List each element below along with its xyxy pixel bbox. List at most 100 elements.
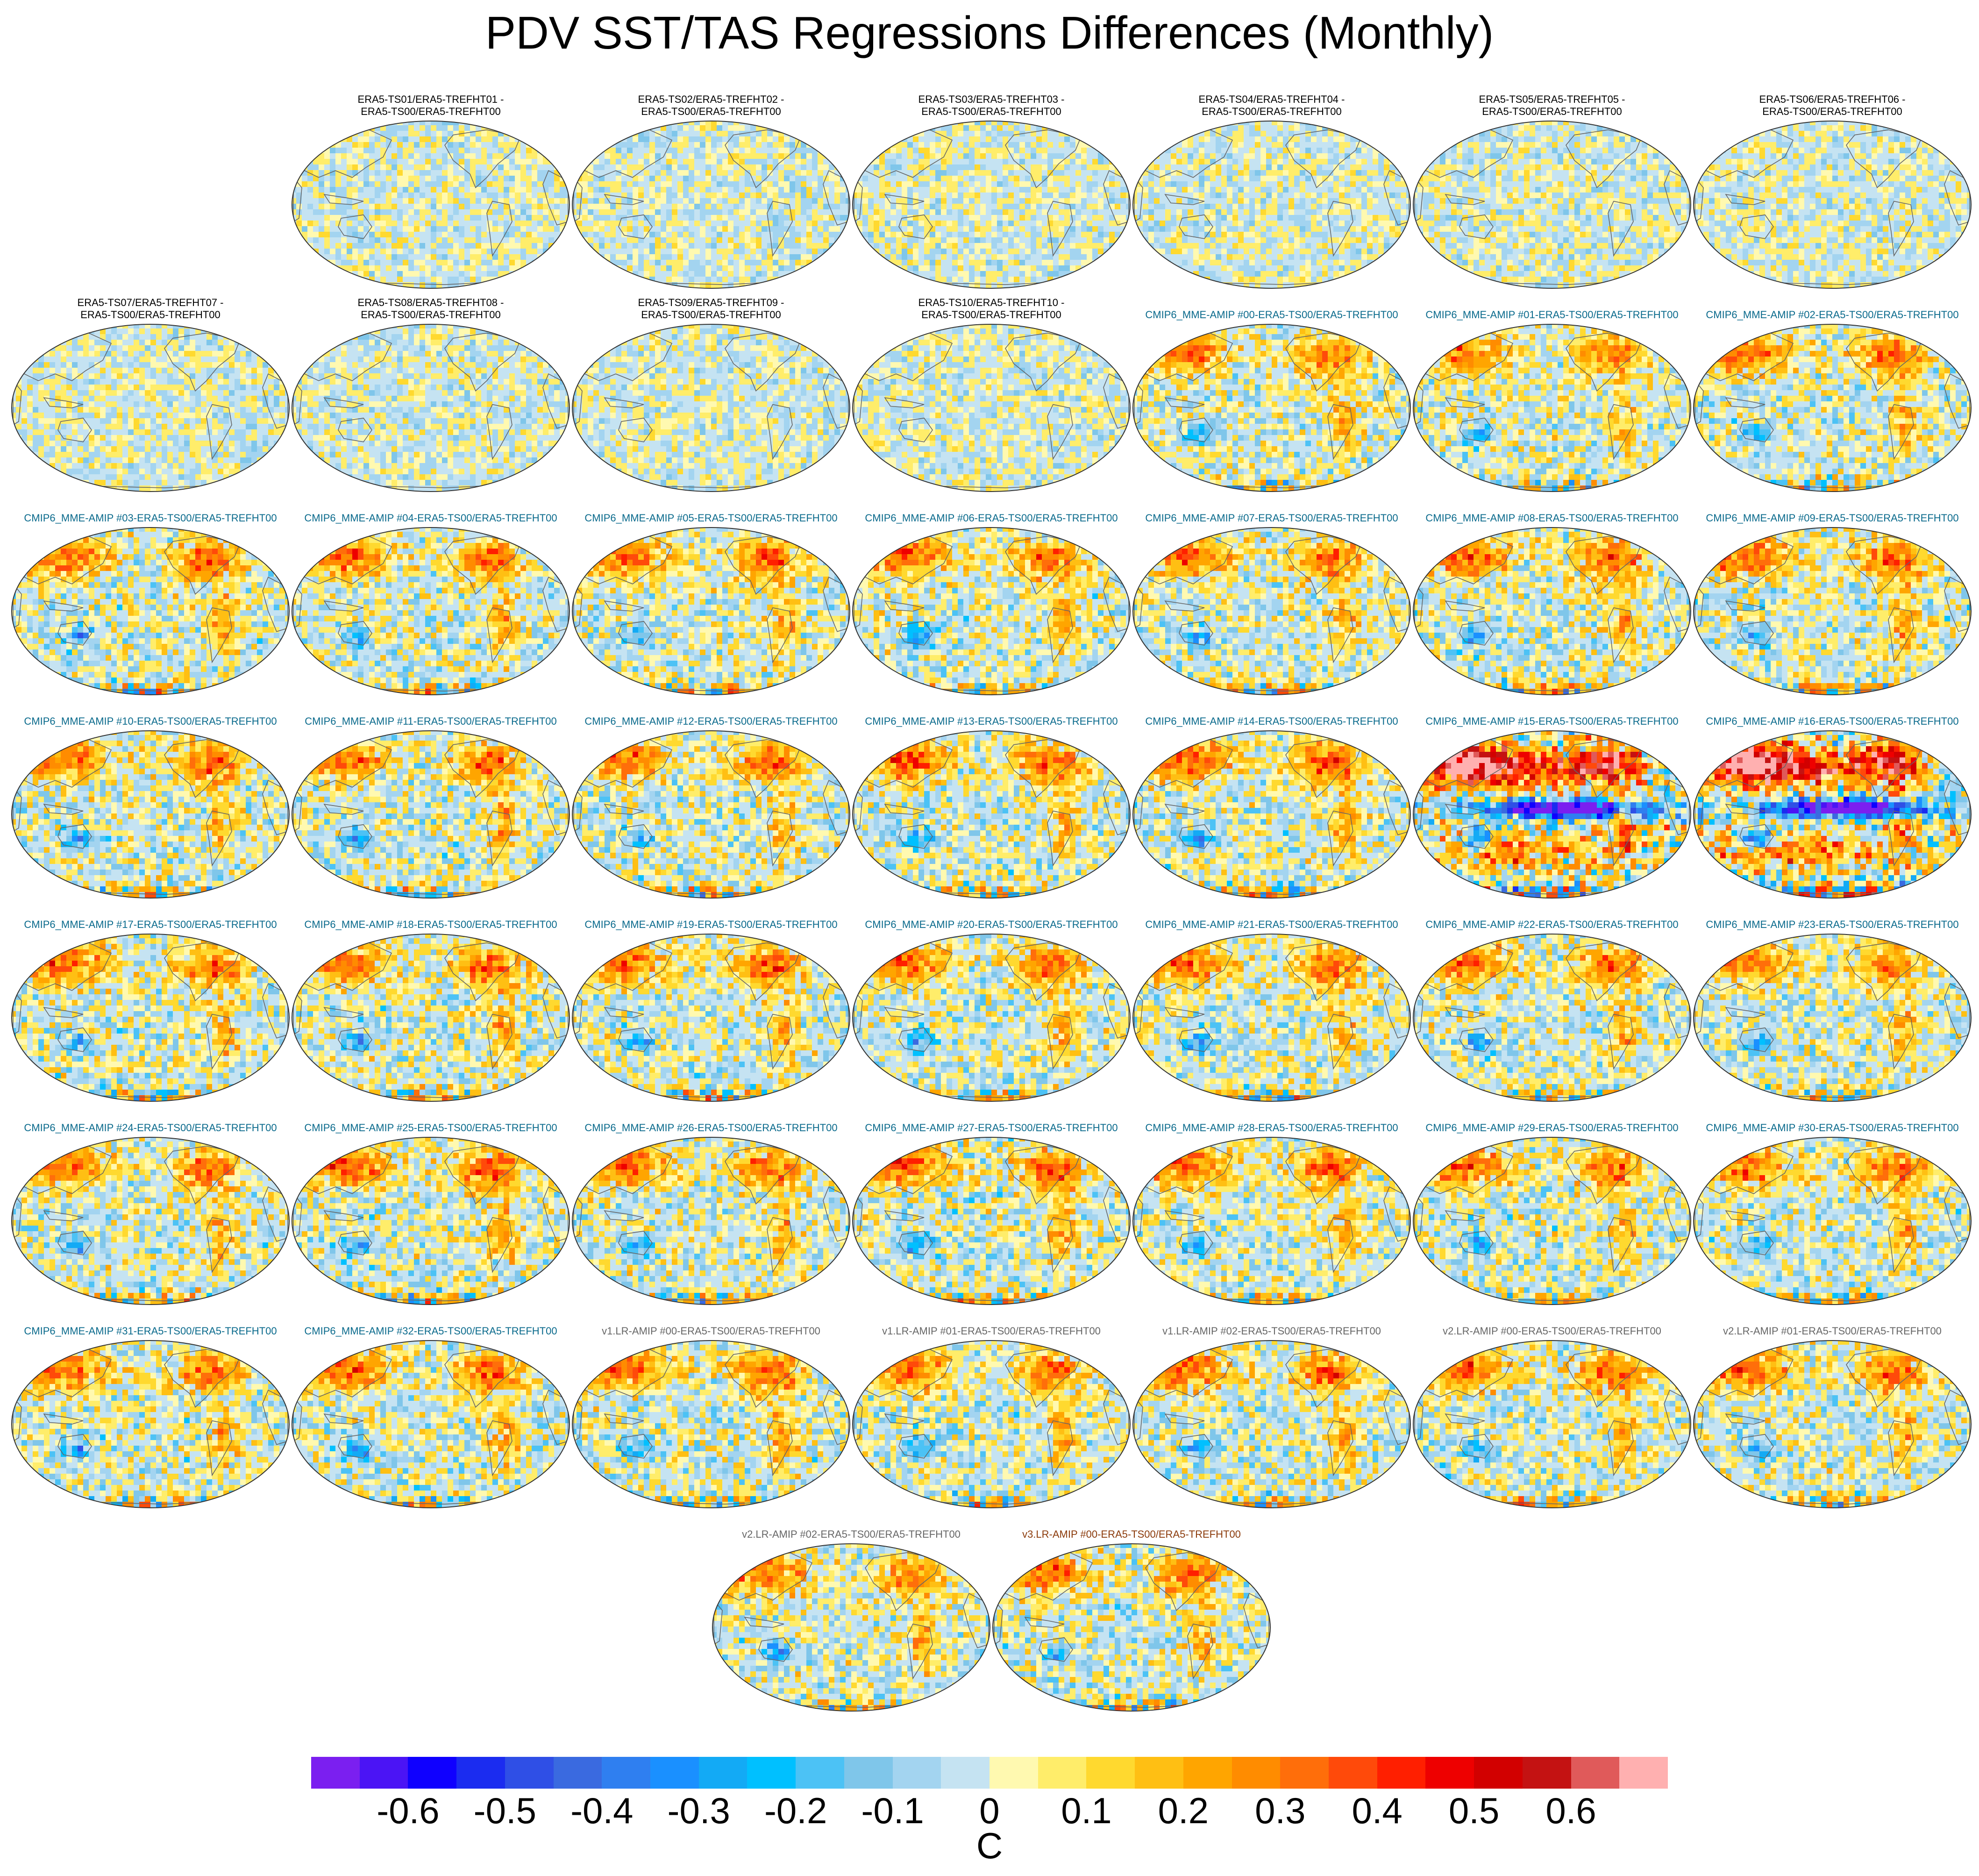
world-map bbox=[1412, 323, 1692, 493]
world-map bbox=[10, 1136, 291, 1306]
panel-title: CMIP6_MME-AMIP #21-ERA5-TS00/ERA5-TREFHT… bbox=[1127, 902, 1417, 931]
panel-title: CMIP6_MME-AMIP #23-ERA5-TS00/ERA5-TREFHT… bbox=[1687, 902, 1977, 931]
panel-title: CMIP6_MME-AMIP #04-ERA5-TS00/ERA5-TREFHT… bbox=[286, 495, 576, 524]
world-map bbox=[10, 323, 291, 493]
colorbar-tick-label: -0.1 bbox=[846, 1790, 940, 1832]
map-panel: CMIP6_MME-AMIP #18-ERA5-TS00/ERA5-TREFHT… bbox=[291, 902, 571, 1103]
panel-title: v2.LR-AMIP #01-ERA5-TS00/ERA5-TREFHT00 bbox=[1687, 1308, 1977, 1337]
world-map bbox=[1412, 120, 1692, 290]
coastline bbox=[1642, 127, 1659, 142]
coastline bbox=[801, 533, 818, 549]
panel-title: v1.LR-AMIP #01-ERA5-TS00/ERA5-TREFHT00 bbox=[847, 1308, 1136, 1337]
coastline bbox=[520, 533, 537, 549]
map-panel: ERA5-TS02/ERA5-TREFHT02 - ERA5-TS00/ERA5-… bbox=[571, 89, 851, 290]
panel-title-line: ERA5-TS00/ERA5-TREFHT00 bbox=[1482, 106, 1622, 118]
world-map bbox=[571, 526, 851, 696]
colorbar-swatch bbox=[456, 1757, 505, 1789]
coastline bbox=[520, 127, 537, 142]
world-map bbox=[1132, 323, 1412, 493]
panel-title-line: ERA5-TS04/ERA5-TREFHT04 - bbox=[1199, 93, 1345, 106]
panel-title-line: CMIP6_MME-AMIP #25-ERA5-TS00/ERA5-TREFHT… bbox=[304, 1122, 557, 1134]
world-map bbox=[851, 1339, 1132, 1509]
coastline bbox=[1642, 533, 1659, 549]
map-panel: CMIP6_MME-AMIP #15-ERA5-TS00/ERA5-TREFHT… bbox=[1412, 699, 1692, 899]
coastline bbox=[240, 736, 257, 752]
map-panel: CMIP6_MME-AMIP #31-ERA5-TS00/ERA5-TREFHT… bbox=[10, 1308, 291, 1509]
map-panel: CMIP6_MME-AMIP #21-ERA5-TS00/ERA5-TREFHT… bbox=[1132, 902, 1412, 1103]
panel-title-line: ERA5-TS09/ERA5-TREFHT09 - bbox=[638, 297, 784, 309]
map-panel: CMIP6_MME-AMIP #23-ERA5-TS00/ERA5-TREFHT… bbox=[1692, 902, 1972, 1103]
map-panel: CMIP6_MME-AMIP #22-ERA5-TS00/ERA5-TREFHT… bbox=[1412, 902, 1692, 1103]
panel-title: ERA5-TS01/ERA5-TREFHT01 - ERA5-TS00/ERA5-… bbox=[286, 89, 576, 118]
panel-title-line: CMIP6_MME-AMIP #14-ERA5-TS00/ERA5-TREFHT… bbox=[1145, 715, 1398, 728]
world-map bbox=[1692, 120, 1972, 290]
panel-title-line: v2.LR-AMIP #02-ERA5-TS00/ERA5-TREFHT00 bbox=[742, 1528, 961, 1541]
panel-title-line: ERA5-TS00/ERA5-TREFHT00 bbox=[361, 106, 501, 118]
coastline bbox=[1361, 127, 1378, 142]
colorbar-swatch bbox=[1038, 1757, 1087, 1789]
panel-title: CMIP6_MME-AMIP #29-ERA5-TS00/ERA5-TREFHT… bbox=[1407, 1105, 1697, 1134]
colorbar-swatch bbox=[1183, 1757, 1232, 1789]
map-panel: CMIP6_MME-AMIP #17-ERA5-TS00/ERA5-TREFHT… bbox=[10, 902, 291, 1103]
world-map bbox=[851, 323, 1132, 493]
panel-title: CMIP6_MME-AMIP #07-ERA5-TS00/ERA5-TREFHT… bbox=[1127, 495, 1417, 524]
coastline bbox=[1081, 127, 1098, 142]
panel-title: v3.LR-AMIP #00-ERA5-TS00/ERA5-TREFHT00 bbox=[987, 1512, 1276, 1541]
map-panel: CMIP6_MME-AMIP #08-ERA5-TS00/ERA5-TREFHT… bbox=[1412, 495, 1692, 696]
panel-title: CMIP6_MME-AMIP #31-ERA5-TS00/ERA5-TREFHT… bbox=[6, 1308, 295, 1337]
panel-title-line: CMIP6_MME-AMIP #05-ERA5-TS00/ERA5-TREFHT… bbox=[584, 512, 837, 524]
panel-title: CMIP6_MME-AMIP #00-ERA5-TS00/ERA5-TREFHT… bbox=[1127, 292, 1417, 321]
map-panel: ERA5-TS06/ERA5-TREFHT06 - ERA5-TS00/ERA5-… bbox=[1692, 89, 1972, 290]
panel-title-line: ERA5-TS00/ERA5-TREFHT00 bbox=[361, 309, 501, 321]
map-panel: v3.LR-AMIP #00-ERA5-TS00/ERA5-TREFHT00 bbox=[991, 1512, 1272, 1712]
map-panel: CMIP6_MME-AMIP #00-ERA5-TS00/ERA5-TREFHT… bbox=[1132, 292, 1412, 493]
coastline bbox=[801, 940, 818, 955]
panel-title-line: v3.LR-AMIP #00-ERA5-TS00/ERA5-TREFHT00 bbox=[1022, 1528, 1241, 1541]
world-map bbox=[851, 120, 1132, 290]
map-panel: v2.LR-AMIP #01-ERA5-TS00/ERA5-TREFHT00 bbox=[1692, 1308, 1972, 1509]
colorbar-swatch bbox=[360, 1757, 408, 1789]
world-map bbox=[10, 933, 291, 1103]
map-panel: ERA5-TS04/ERA5-TREFHT04 - ERA5-TS00/ERA5-… bbox=[1132, 89, 1412, 290]
panel-title: CMIP6_MME-AMIP #10-ERA5-TS00/ERA5-TREFHT… bbox=[6, 699, 295, 728]
world-map bbox=[991, 1542, 1272, 1712]
world-map bbox=[1132, 1136, 1412, 1306]
coastline bbox=[1081, 1346, 1098, 1362]
colorbar-swatch bbox=[893, 1757, 941, 1789]
panel-title-line: ERA5-TS01/ERA5-TREFHT01 - bbox=[358, 93, 504, 106]
panel-title: CMIP6_MME-AMIP #28-ERA5-TS00/ERA5-TREFHT… bbox=[1127, 1105, 1417, 1134]
map-panel: CMIP6_MME-AMIP #29-ERA5-TS00/ERA5-TREFHT… bbox=[1412, 1105, 1692, 1306]
coastline bbox=[1922, 940, 1939, 955]
colorbar-swatch bbox=[505, 1757, 554, 1789]
world-map bbox=[1692, 729, 1972, 899]
colorbar-swatch bbox=[1571, 1757, 1620, 1789]
map-panel: CMIP6_MME-AMIP #02-ERA5-TS00/ERA5-TREFHT… bbox=[1692, 292, 1972, 493]
map-panel: CMIP6_MME-AMIP #24-ERA5-TS00/ERA5-TREFHT… bbox=[10, 1105, 291, 1306]
coastline bbox=[1922, 533, 1939, 549]
world-map bbox=[291, 1136, 571, 1306]
map-panel: v1.LR-AMIP #00-ERA5-TS00/ERA5-TREFHT00 bbox=[571, 1308, 851, 1509]
coastline bbox=[1081, 736, 1098, 752]
colorbar-swatch bbox=[747, 1757, 796, 1789]
coastline bbox=[1361, 330, 1378, 345]
coastline bbox=[801, 127, 818, 142]
coastline bbox=[801, 736, 818, 752]
colorbar-swatch bbox=[554, 1757, 602, 1789]
panel-title: CMIP6_MME-AMIP #11-ERA5-TS00/ERA5-TREFHT… bbox=[286, 699, 576, 728]
panel-title: CMIP6_MME-AMIP #19-ERA5-TS00/ERA5-TREFHT… bbox=[566, 902, 856, 931]
map-panel: ERA5-TS09/ERA5-TREFHT09 - ERA5-TS00/ERA5-… bbox=[571, 292, 851, 493]
map-panel: CMIP6_MME-AMIP #20-ERA5-TS00/ERA5-TREFHT… bbox=[851, 902, 1132, 1103]
map-panel: v1.LR-AMIP #02-ERA5-TS00/ERA5-TREFHT00 bbox=[1132, 1308, 1412, 1509]
panel-title-line: CMIP6_MME-AMIP #02-ERA5-TS00/ERA5-TREFHT… bbox=[1706, 309, 1958, 321]
coastline bbox=[1922, 1346, 1939, 1362]
map-panel: ERA5-TS08/ERA5-TREFHT08 - ERA5-TS00/ERA5-… bbox=[291, 292, 571, 493]
panel-title-line: CMIP6_MME-AMIP #12-ERA5-TS00/ERA5-TREFHT… bbox=[584, 715, 837, 728]
colorbar-tick-label: 0.4 bbox=[1331, 1790, 1424, 1832]
map-panel: CMIP6_MME-AMIP #07-ERA5-TS00/ERA5-TREFHT… bbox=[1132, 495, 1412, 696]
panel-title-line: CMIP6_MME-AMIP #01-ERA5-TS00/ERA5-TREFHT… bbox=[1425, 309, 1678, 321]
panel-title: v1.LR-AMIP #02-ERA5-TS00/ERA5-TREFHT00 bbox=[1127, 1308, 1417, 1337]
colorbar-swatch bbox=[1232, 1757, 1281, 1789]
coastline bbox=[1361, 1346, 1378, 1362]
panel-title: ERA5-TS06/ERA5-TREFHT06 - ERA5-TS00/ERA5-… bbox=[1687, 89, 1977, 118]
map-panel: CMIP6_MME-AMIP #28-ERA5-TS00/ERA5-TREFHT… bbox=[1132, 1105, 1412, 1306]
